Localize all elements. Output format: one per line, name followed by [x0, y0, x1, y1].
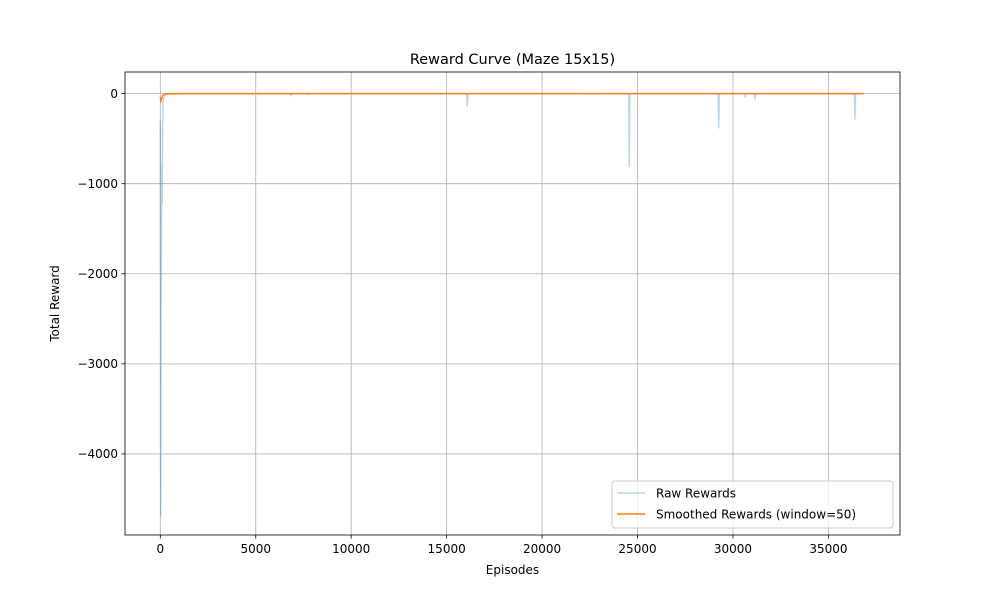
chart-title: Reward Curve (Maze 15x15): [410, 52, 615, 68]
x-tick-label: 25000: [618, 542, 656, 556]
x-tick-label: 30000: [714, 542, 752, 556]
x-tick-label: 5000: [240, 542, 271, 556]
x-tick-label: 15000: [428, 542, 466, 556]
x-tick-label: 0: [156, 542, 164, 556]
legend-label-raw-rewards: Raw Rewards: [656, 487, 736, 501]
plot-frame: [124, 71, 901, 536]
legend-label-smoothed-rewards: Smoothed Rewards (window=50): [656, 508, 856, 522]
y-tick-label: −2000: [77, 267, 118, 281]
y-tick-label: −1000: [77, 177, 118, 191]
y-tick-label: −3000: [77, 357, 118, 371]
legend-box: [611, 480, 894, 529]
legend: Raw Rewards Smoothed Rewards (window=50): [611, 480, 894, 529]
x-tick-label: 20000: [523, 542, 561, 556]
axis-ticks: 0 5000 10000 15000 20000 25000 30000 35000 0 −100…: [77, 87, 847, 556]
series-layer: [159, 92, 864, 516]
series-line-1: [159, 92, 864, 103]
x-axis-label: Episodes: [486, 563, 539, 577]
y-tick-label: 0: [110, 87, 118, 101]
x-tick-label: 10000: [332, 542, 370, 556]
y-axis-label: Total Reward: [48, 265, 62, 343]
y-tick-label: −4000: [77, 447, 118, 461]
x-tick-label: 35000: [809, 542, 847, 556]
